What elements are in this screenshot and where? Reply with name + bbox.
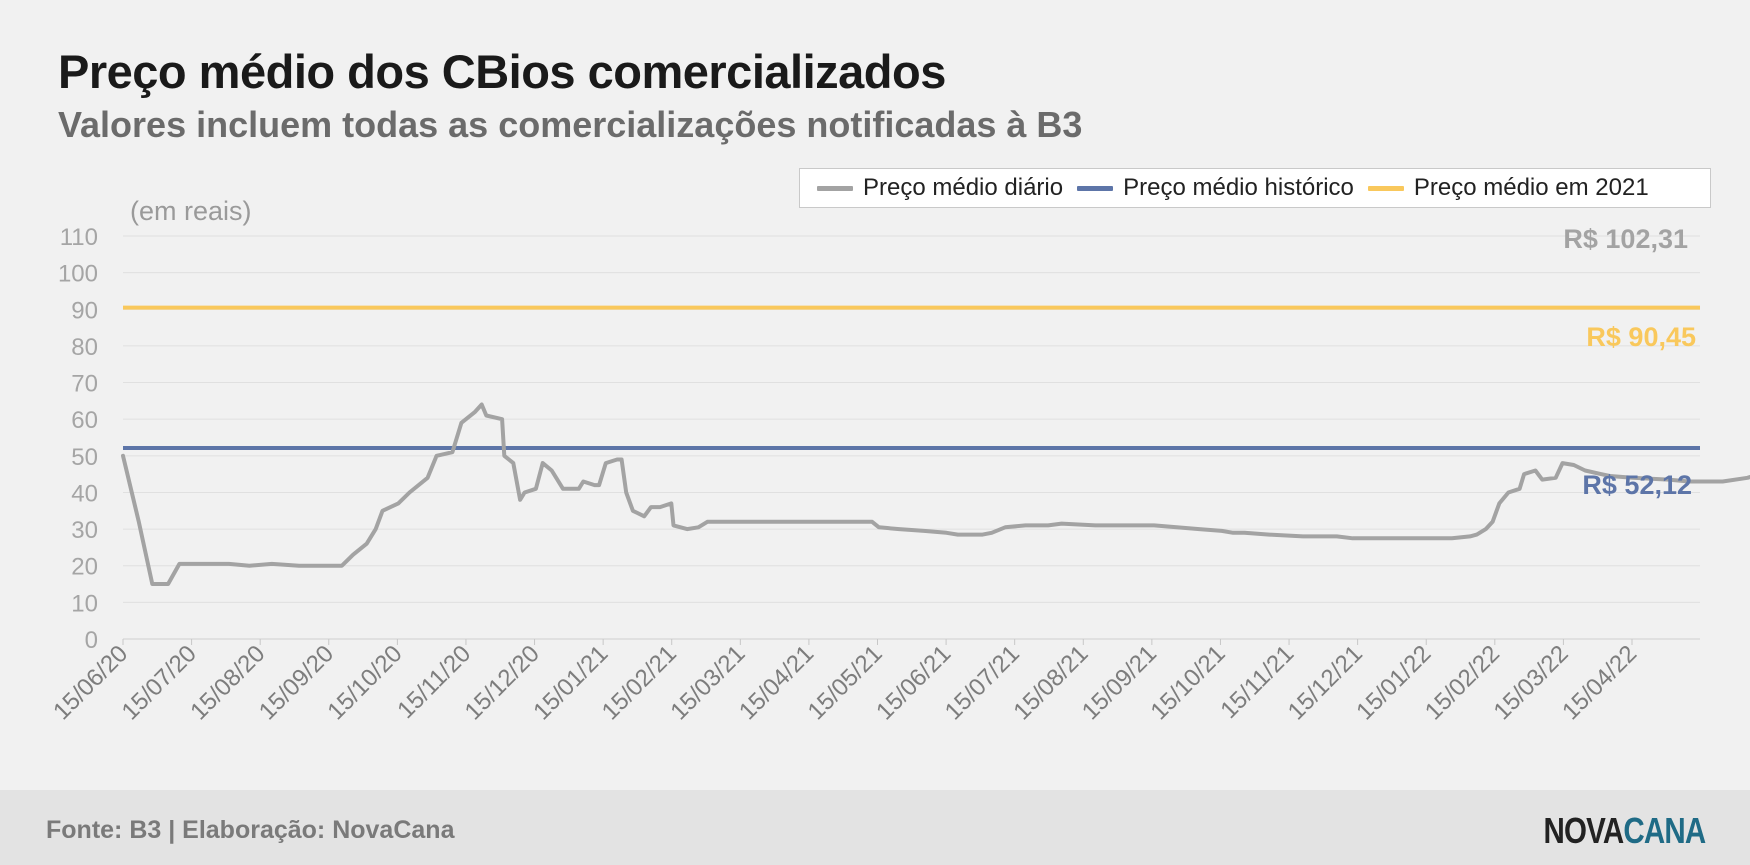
logo-part-nova: NOVA	[1543, 810, 1624, 851]
legend-item-historical: Preço médio histórico	[1077, 174, 1354, 202]
legend-item-daily: Preço médio diário	[817, 174, 1063, 202]
chart-legend: Preço médio diário Preço médio histórico…	[799, 168, 1711, 208]
legend-label-2021: Preço médio em 2021	[1413, 174, 1649, 201]
x-tick-label: 15/04/22	[1557, 640, 1642, 725]
x-tick-label: 15/07/21	[940, 640, 1025, 725]
y-tick-label: 50	[71, 444, 98, 471]
legend-swatch-historical	[1077, 185, 1114, 191]
x-tick-label: 15/08/20	[185, 640, 270, 725]
page-title: Preço médio dos CBios comercializados	[58, 45, 946, 98]
legend-swatch-daily	[817, 185, 853, 191]
x-tick-label: 15/10/21	[1146, 640, 1231, 725]
logo-part-cana: CANA	[1623, 810, 1706, 851]
x-tick-label: 15/06/21	[871, 640, 956, 725]
x-tick-label: 15/12/21	[1283, 640, 1368, 725]
y-tick-label: 10	[71, 590, 98, 617]
line-chart: 010203040506070809010011015/06/2015/07/2…	[48, 224, 1750, 725]
legend-swatch-2021	[1367, 185, 1404, 191]
x-tick-label: 15/02/22	[1420, 640, 1505, 725]
novacana-logo: NOVACANA	[1543, 810, 1706, 852]
x-tick-label: 15/01/21	[528, 640, 613, 725]
x-tick-label: 15/01/22	[1351, 640, 1436, 725]
x-tick-label: 15/12/20	[460, 640, 545, 725]
annotation-2021-average: R$ 90,45	[1586, 322, 1696, 352]
y-tick-label: 70	[71, 371, 98, 398]
y-tick-label: 100	[58, 261, 98, 288]
y-tick-label: 0	[85, 627, 98, 654]
annotation-last-daily-price: R$ 102,31	[1563, 224, 1688, 254]
annotation-historical-average: R$ 52,12	[1582, 470, 1692, 500]
x-tick-label: 15/09/21	[1077, 640, 1162, 725]
y-axis-unit-label: (em reais)	[130, 196, 252, 226]
y-tick-label: 80	[71, 334, 98, 361]
x-tick-label: 15/03/22	[1489, 640, 1574, 725]
x-tick-label: 15/03/21	[665, 640, 750, 725]
series-line-daily-price	[121, 402, 1750, 586]
y-tick-label: 60	[71, 407, 98, 434]
legend-label-daily: Preço médio diário	[863, 174, 1064, 201]
x-tick-label: 15/07/20	[117, 640, 202, 725]
x-tick-label: 15/10/20	[322, 640, 407, 725]
legend-item-2021: Preço médio em 2021	[1367, 174, 1649, 202]
x-tick-label: 15/09/20	[254, 640, 339, 725]
y-tick-label: 110	[60, 224, 98, 251]
footer-bar: Fonte: B3 | Elaboração: NovaCana NOVACAN…	[0, 790, 1750, 865]
y-tick-label: 90	[71, 297, 98, 324]
x-tick-label: 15/08/21	[1008, 640, 1093, 725]
y-tick-label: 40	[71, 480, 98, 507]
legend-label-historical: Preço médio histórico	[1123, 174, 1354, 201]
page-subtitle: Valores incluem todas as comercializaçõe…	[58, 104, 1083, 145]
y-tick-label: 30	[71, 517, 98, 544]
x-tick-label: 15/04/21	[734, 640, 819, 725]
y-tick-label: 20	[71, 554, 98, 581]
x-tick-label: 15/02/21	[597, 640, 682, 725]
x-tick-label: 15/05/21	[803, 640, 888, 725]
source-credit: Fonte: B3 | Elaboração: NovaCana	[46, 816, 455, 844]
